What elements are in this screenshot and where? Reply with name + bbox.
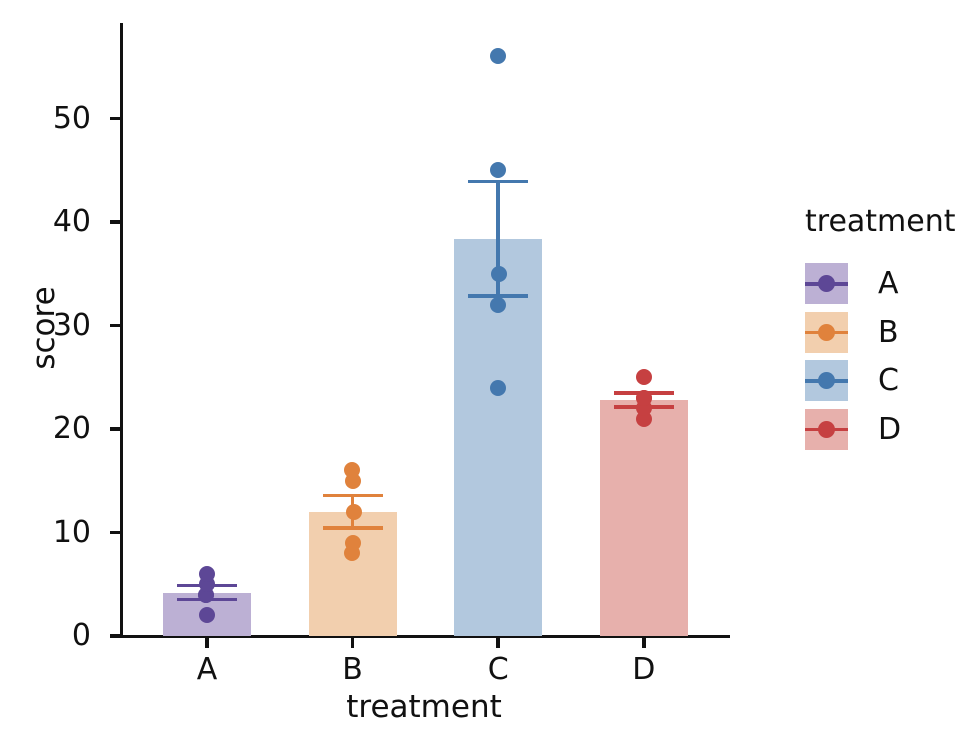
x-tick-label: B (342, 652, 363, 687)
legend-swatch-icon (805, 360, 848, 401)
bar-D (599, 400, 688, 636)
y-tick (109, 427, 120, 431)
y-tick (109, 220, 120, 224)
data-point-B (345, 534, 362, 551)
error-bar-line-C (496, 181, 500, 296)
data-point-C (491, 265, 508, 282)
data-point-D (635, 389, 652, 406)
data-point-A (199, 607, 215, 624)
data-point-C (490, 162, 507, 179)
x-tick (496, 638, 500, 648)
legend-label: A (878, 266, 899, 301)
legend-point-icon (818, 323, 835, 341)
y-tick-label: 10 (52, 514, 91, 550)
x-tick (642, 638, 646, 648)
y-tick (109, 530, 120, 535)
x-tick (205, 638, 209, 648)
legend-entry-C: C (805, 360, 972, 401)
y-tick-label: 50 (52, 100, 91, 136)
legend-point-icon (818, 372, 835, 389)
x-tick (350, 638, 355, 648)
y-tick (109, 634, 120, 638)
x-tick-label: D (632, 652, 656, 687)
legend-swatch-icon (805, 263, 848, 304)
error-bar-cap-top-C (468, 179, 529, 184)
legend-point-icon (818, 275, 835, 292)
error-bar-cap-bottom-C (468, 294, 529, 298)
data-point-D (635, 369, 652, 386)
y-tick-label: 30 (52, 307, 91, 343)
legend-label: D (878, 411, 902, 447)
y-tick (109, 323, 120, 328)
error-bar-cap-top-B (322, 493, 383, 498)
bar-B (308, 511, 397, 636)
legend-entry-B: B (805, 311, 972, 353)
legend-label: C (878, 363, 899, 398)
x-tick-label: A (196, 652, 218, 687)
data-point-B (344, 462, 361, 479)
data-point-C (490, 48, 507, 65)
x-axis-spine (119, 634, 730, 638)
legend-entry-A: A (805, 263, 972, 304)
y-tick-label: 20 (52, 411, 91, 446)
data-point-C (490, 379, 507, 396)
data-point-C (490, 296, 507, 313)
legend-label: B (878, 314, 899, 350)
legend-swatch-icon (805, 408, 848, 450)
y-tick-label: 40 (52, 204, 91, 239)
data-point-A (199, 565, 215, 582)
y-tick-label: 0 (71, 618, 91, 653)
y-axis-spine (119, 23, 123, 638)
legend-entry-D: D (805, 408, 972, 450)
legend-point-icon (818, 420, 835, 438)
y-tick (109, 116, 120, 121)
legend-title: treatment (805, 204, 956, 239)
x-tick-label: C (487, 652, 509, 687)
y-axis-label: score (26, 286, 62, 370)
x-axis-label: treatment (346, 689, 502, 725)
legend-swatch-icon (805, 311, 848, 353)
error-bar-cap-bottom-B (322, 526, 383, 530)
data-point-B (346, 503, 363, 520)
